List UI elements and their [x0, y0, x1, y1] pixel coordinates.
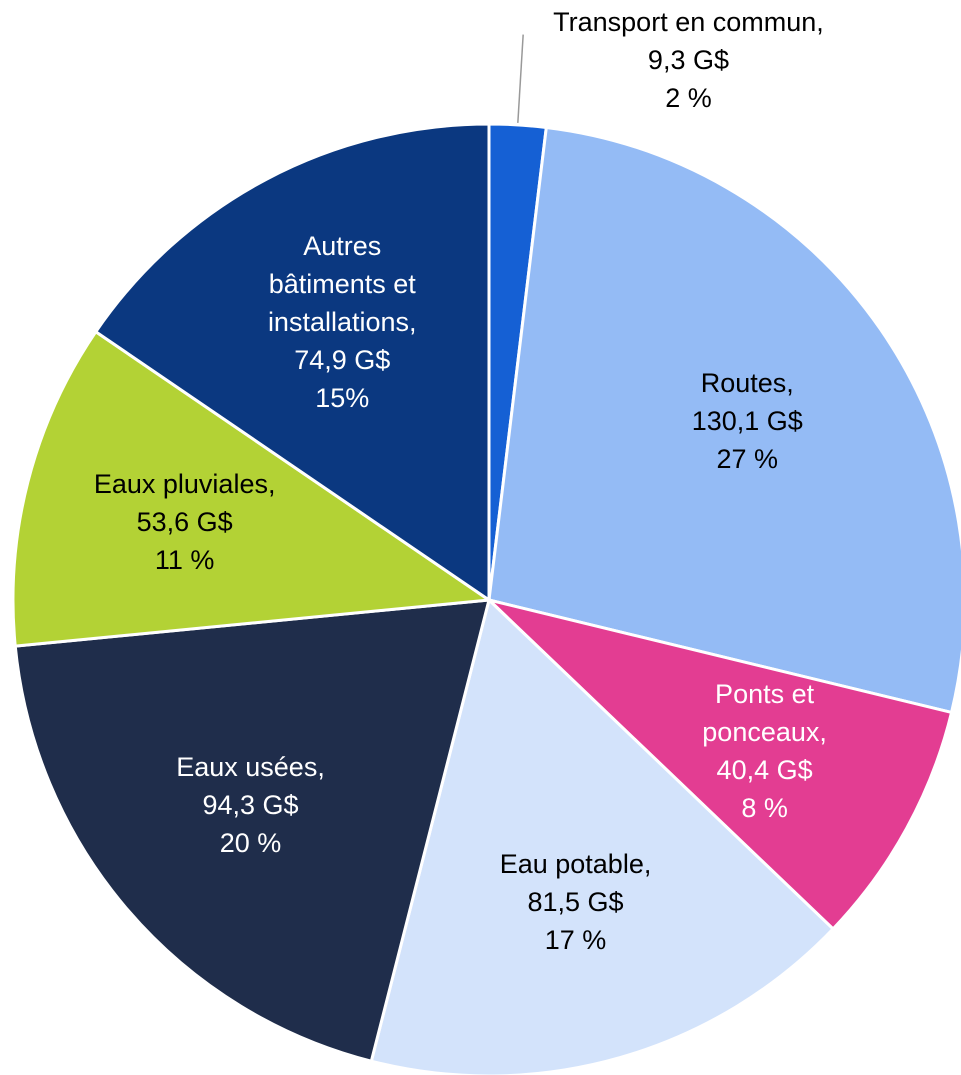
- category-label: Autres bâtiments et installations,: [267, 231, 417, 338]
- slice-label: Autres bâtiments et installations, 74,9 G…: [268, 227, 417, 417]
- slice-label: Eaux pluviales, 53,6 G$ 11 %: [94, 465, 276, 579]
- category-label: Eaux usées,: [176, 751, 325, 782]
- pie-slice: [13, 598, 491, 1064]
- percent-label: 27 %: [716, 444, 779, 475]
- value-label: 130,1 G$: [691, 406, 803, 437]
- percent-label: 17 %: [544, 925, 607, 955]
- percent-label: 11 %: [154, 545, 215, 576]
- value-label: 53,6 G$: [136, 507, 233, 538]
- value-label: 74,9 G$: [294, 345, 391, 376]
- value-label: 40,4 G$: [716, 754, 813, 785]
- slice-label: Routes, 130,1 G$ 27 %: [692, 364, 803, 478]
- pie-slice: [487, 125, 961, 715]
- pie-slice: [93, 122, 491, 603]
- slice-label: Eaux usées, 94,3 G$ 20 %: [176, 748, 325, 862]
- pie-slice: [483, 597, 954, 932]
- category-label: Ponts et ponceaux,: [702, 678, 827, 747]
- category-label: Transport en commun,: [553, 6, 824, 37]
- percent-label: 20 %: [219, 827, 282, 858]
- value-label: 94,3 G$: [202, 789, 299, 820]
- pie-slice: [369, 597, 836, 1075]
- category-label: Eaux pluviales,: [93, 469, 276, 500]
- value-label: 9,3 G$: [647, 44, 729, 75]
- value-label: 81,5 G$: [527, 887, 624, 917]
- slice-label: Ponts et ponceaux, 40,4 G$ 8 %: [702, 675, 827, 827]
- category-label: Eau potable,: [499, 849, 652, 879]
- percent-label: 2 %: [665, 82, 712, 113]
- slice-label: Transport en commun, 9,3 G$ 2 %: [553, 3, 824, 117]
- percent-label: 15%: [315, 383, 370, 414]
- pie-slice: [11, 329, 494, 648]
- slice-label: Eau potable, 81,5 G$ 17 %: [500, 845, 652, 959]
- leader-line: [517, 34, 524, 123]
- category-label: Routes,: [700, 368, 794, 399]
- percent-label: 8 %: [741, 792, 788, 823]
